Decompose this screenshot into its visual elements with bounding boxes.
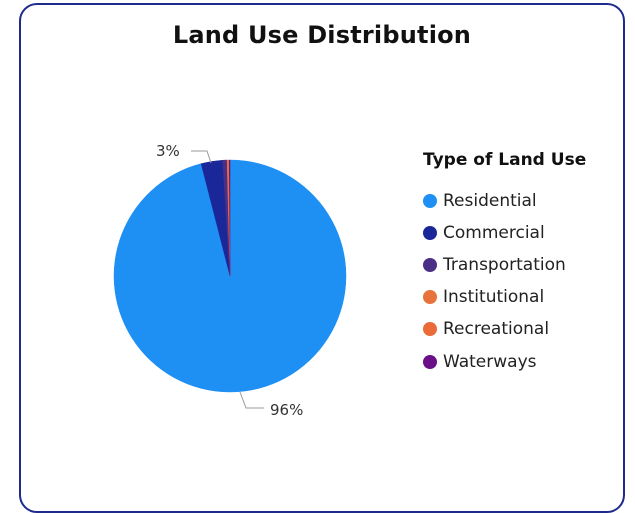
- data-label-commercial: 3%: [156, 142, 180, 160]
- legend-label: Waterways: [443, 351, 537, 372]
- legend-label: Residential: [443, 190, 537, 211]
- leader-line-commercial: [191, 150, 212, 164]
- pie-slices: [113, 159, 347, 393]
- legend-item-recreational: Recreational: [423, 310, 586, 349]
- legend-item-residential: Residential: [423, 181, 586, 220]
- legend-swatch: [423, 257, 437, 272]
- legend-swatch: [423, 225, 437, 240]
- legend-swatch: [423, 354, 437, 369]
- legend-label: Recreational: [443, 319, 550, 340]
- legend-item-waterways: Waterways: [423, 342, 586, 381]
- legend-item-transportation: Transportation: [423, 245, 586, 284]
- chart-title: Land Use Distribution: [172, 21, 472, 49]
- legend: Type of Land Use Residential Commercial Tr…: [423, 150, 586, 381]
- legend-label: Commercial: [443, 222, 545, 243]
- legend-item-institutional: Institutional: [423, 278, 586, 317]
- leader-line-residential: [239, 391, 264, 409]
- pie-slice-waterways: [229, 159, 231, 277]
- legend-item-commercial: Commercial: [423, 213, 586, 252]
- data-label-residential: 96%: [270, 401, 303, 419]
- legend-swatch: [423, 290, 437, 305]
- legend-title: Type of Land Use: [423, 150, 587, 170]
- legend-swatch: [423, 322, 437, 337]
- legend-swatch: [423, 193, 437, 208]
- legend-label: Transportation: [443, 254, 566, 275]
- leader-lines: [191, 150, 264, 409]
- legend-label: Institutional: [443, 287, 545, 308]
